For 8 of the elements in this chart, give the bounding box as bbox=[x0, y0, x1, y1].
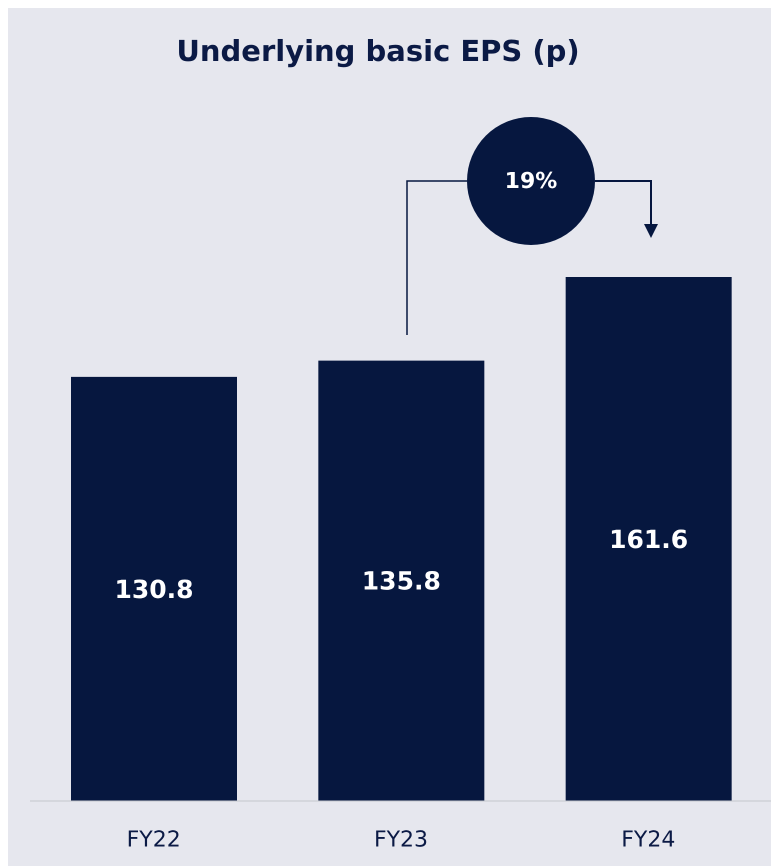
chart-title: Underlying basic EPS (p) bbox=[175, 34, 581, 68]
circle-badge: 19% bbox=[467, 117, 595, 245]
data-label: 130.8 bbox=[114, 574, 194, 604]
x-tick-label: FY22 bbox=[126, 828, 181, 853]
data-label: 161.6 bbox=[609, 524, 688, 554]
data-label: 135.8 bbox=[362, 566, 441, 596]
x-tick-label: FY24 bbox=[621, 828, 676, 853]
x-tick-label: FY23 bbox=[374, 828, 428, 853]
